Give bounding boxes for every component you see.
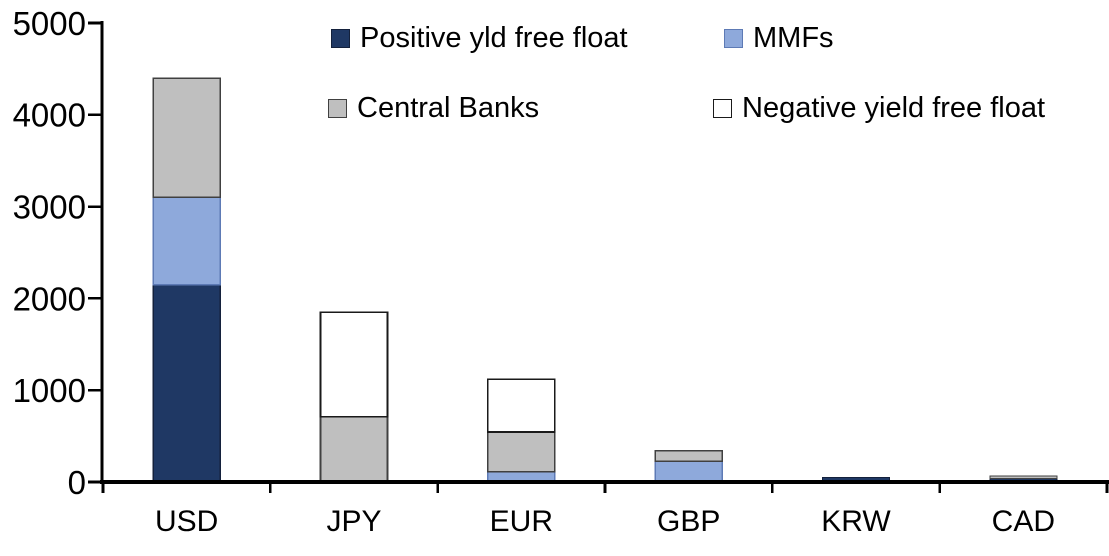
y-tick-label: 4000: [13, 97, 86, 134]
legend-swatch-mmfs: [724, 28, 743, 48]
x-axis-label-GBP: GBP: [657, 505, 720, 538]
x-axis-label-KRW: KRW: [821, 505, 891, 538]
x-axis-label-CAD: CAD: [992, 505, 1055, 538]
bar-segment-EUR: [486, 378, 556, 433]
bar-segment-JPY: [319, 415, 389, 483]
y-tick-label: 3000: [13, 188, 86, 225]
bar-segment-EUR: [486, 431, 556, 473]
legend-label: MMFs: [753, 22, 834, 54]
x-axis-label-JPY: JPY: [326, 505, 381, 538]
legend-label: Positive yld free float: [360, 22, 628, 54]
legend-item-positive-yld-free-float: Positive yld free float: [331, 22, 628, 54]
bar-segment-GBP: [654, 460, 724, 483]
x-axis-label-USD: USD: [155, 505, 218, 538]
bar-segment-GBP: [654, 449, 724, 463]
bar-segment-JPY: [319, 311, 389, 418]
x-axis-label-EUR: EUR: [490, 505, 553, 538]
y-tick-label: 0: [68, 464, 86, 501]
legend-item-negative-yield-free-float: Negative yield free float: [713, 92, 1045, 124]
y-tick-label: 5000: [13, 5, 86, 42]
legend-item-central-banks: Central Banks: [328, 92, 539, 124]
bar-segment-CAD: [989, 475, 1058, 479]
bar-segment-USD: [152, 283, 221, 483]
legend-swatch-negative-yield-free-float: [713, 98, 732, 118]
bar-segment-USD: [152, 77, 221, 199]
y-tick-label: 2000: [13, 280, 86, 317]
legend-item-mmfs: MMFs: [724, 22, 834, 54]
legend-label: Central Banks: [357, 92, 540, 124]
legend-swatch-central-banks: [328, 98, 347, 118]
legend-swatch-positive-yld-free-float: [331, 28, 350, 48]
legend-label: Negative yield free float: [742, 92, 1046, 124]
bar-segment-USD: [152, 196, 221, 286]
y-tick-label: 1000: [13, 372, 86, 409]
